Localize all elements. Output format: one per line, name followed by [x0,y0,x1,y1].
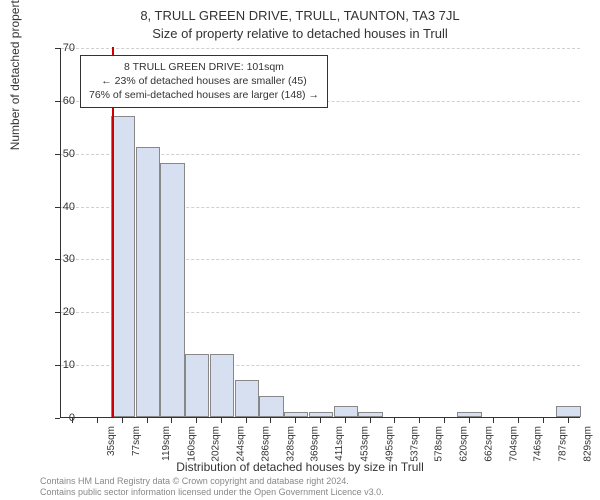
xtick-mark [246,418,247,423]
xtick-label: 620sqm [459,426,470,462]
ytick-label: 20 [45,306,75,318]
xtick-label: 662sqm [483,426,494,462]
histogram-bar [284,412,308,417]
x-axis-label: Distribution of detached houses by size … [0,460,600,474]
footer-attribution: Contains HM Land Registry data © Crown c… [40,476,580,499]
xtick-mark [122,418,123,423]
footer-line-2: Contains public sector information licen… [40,487,580,498]
xtick-label: 495sqm [384,426,395,462]
xtick-label: 119sqm [161,426,172,461]
xtick-label: 787sqm [558,426,569,462]
xtick-mark [518,418,519,423]
xtick-label: 537sqm [409,426,420,462]
xtick-label: 286sqm [261,426,272,462]
ytick-label: 50 [45,148,75,160]
xtick-label: 244sqm [236,426,247,462]
xtick-mark [568,418,569,423]
histogram-bar [556,406,580,417]
histogram-bar [309,412,333,417]
histogram-bar [457,412,481,417]
xtick-mark [97,418,98,423]
gridline [61,48,580,49]
xtick-mark [345,418,346,423]
xtick-label: 704sqm [508,426,519,462]
xtick-label: 746sqm [533,426,544,462]
xtick-mark [270,418,271,423]
histogram-bar [111,116,135,417]
chart-container: 8, TRULL GREEN DRIVE, TRULL, TAUNTON, TA… [0,0,600,500]
xtick-label: 369sqm [310,426,321,462]
histogram-bar [259,396,283,417]
xtick-label: 328sqm [285,426,296,462]
chart-title-sub: Size of property relative to detached ho… [0,26,600,41]
histogram-bar [136,147,160,417]
xtick-mark [221,418,222,423]
xtick-label: 578sqm [434,426,445,462]
xtick-label: 35sqm [106,426,117,456]
xtick-mark [171,418,172,423]
ytick-label: 40 [45,201,75,213]
annotation-box: 8 TRULL GREEN DRIVE: 101sqm ← 23% of det… [80,55,328,108]
xtick-label: 77sqm [131,426,142,456]
xtick-mark [394,418,395,423]
xtick-label: 411sqm [334,426,345,461]
ytick-label: 60 [45,95,75,107]
histogram-bar [160,163,184,417]
footer-line-1: Contains HM Land Registry data © Crown c… [40,476,580,487]
chart-title-main: 8, TRULL GREEN DRIVE, TRULL, TAUNTON, TA… [0,8,600,23]
xtick-label: 453sqm [360,426,371,462]
xtick-mark [147,418,148,423]
histogram-bar [235,380,259,417]
xtick-mark [444,418,445,423]
ytick-label: 0 [45,412,75,424]
histogram-bar [358,412,382,417]
xtick-mark [493,418,494,423]
xtick-label: 829sqm [582,426,593,462]
xtick-mark [196,418,197,423]
annotation-line-2: ← 23% of detached houses are smaller (45… [89,74,319,88]
xtick-mark [72,418,73,423]
xtick-mark [370,418,371,423]
xtick-label: 202sqm [211,426,222,462]
annotation-line-3: 76% of semi-detached houses are larger (… [89,88,319,102]
xtick-mark [419,418,420,423]
histogram-bar [210,354,234,417]
ytick-label: 30 [45,253,75,265]
xtick-mark [295,418,296,423]
ytick-label: 70 [45,42,75,54]
histogram-bar [185,354,209,417]
histogram-bar [334,406,358,417]
xtick-mark [543,418,544,423]
ytick-label: 10 [45,359,75,371]
y-axis-label: Number of detached properties [8,0,22,150]
xtick-mark [320,418,321,423]
xtick-label: 160sqm [186,426,197,462]
annotation-line-1: 8 TRULL GREEN DRIVE: 101sqm [89,60,319,74]
xtick-mark [469,418,470,423]
